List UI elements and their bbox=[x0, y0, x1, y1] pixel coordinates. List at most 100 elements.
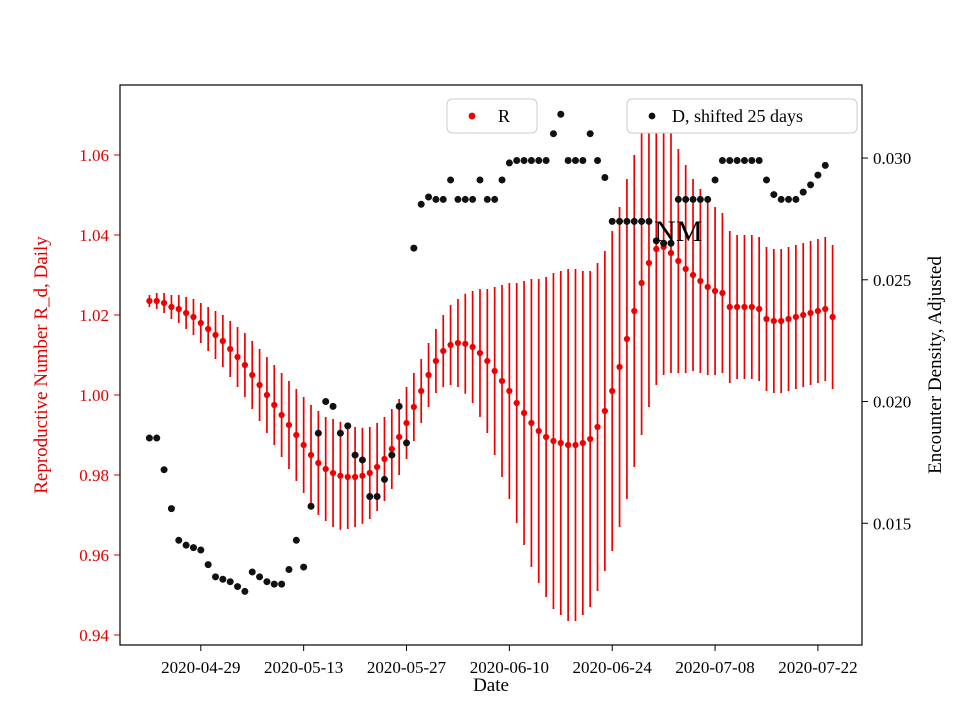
d-point bbox=[799, 188, 807, 196]
r-point bbox=[675, 257, 682, 265]
d-point bbox=[660, 239, 668, 247]
d-point bbox=[322, 398, 330, 406]
r-point bbox=[741, 303, 748, 311]
d-point bbox=[549, 130, 557, 138]
r-point bbox=[153, 297, 160, 305]
d-point bbox=[755, 156, 763, 164]
plot-border bbox=[119, 84, 863, 646]
r-point bbox=[719, 289, 726, 297]
r-point bbox=[418, 387, 425, 395]
d-point bbox=[461, 195, 469, 203]
r-point bbox=[550, 437, 557, 445]
r-point bbox=[351, 473, 359, 481]
d-point bbox=[821, 161, 829, 169]
r-point bbox=[146, 297, 153, 305]
d-point bbox=[366, 492, 374, 500]
r-point bbox=[212, 331, 219, 339]
right-y-tick-label: 0.030 bbox=[873, 149, 911, 168]
r-point bbox=[645, 259, 653, 267]
r-point bbox=[800, 311, 807, 319]
r-point bbox=[388, 445, 395, 453]
d-point bbox=[483, 195, 491, 203]
d-point bbox=[300, 563, 308, 571]
d-point bbox=[718, 156, 726, 164]
r-point bbox=[594, 423, 601, 431]
d-point bbox=[197, 546, 205, 554]
d-point bbox=[733, 156, 741, 164]
r-point bbox=[792, 313, 799, 321]
right-y-tick-label: 0.025 bbox=[873, 271, 911, 290]
d-point bbox=[586, 130, 594, 138]
r-point bbox=[682, 265, 689, 273]
r-point bbox=[241, 361, 248, 369]
legend-d-label: D, shifted 25 days bbox=[672, 106, 803, 126]
r-point bbox=[249, 371, 256, 379]
d-point bbox=[638, 217, 646, 225]
d-point bbox=[167, 505, 175, 513]
r-point bbox=[697, 277, 704, 285]
d-point bbox=[645, 217, 653, 225]
r-point bbox=[535, 427, 542, 435]
r-point bbox=[484, 357, 491, 365]
r-point bbox=[183, 309, 190, 317]
x-tick-label: 2020-07-22 bbox=[778, 658, 857, 677]
d-point bbox=[726, 156, 734, 164]
d-point bbox=[777, 195, 785, 203]
left-y-tick-label: 1.06 bbox=[79, 146, 109, 165]
d-point bbox=[395, 402, 403, 410]
d-point bbox=[432, 195, 440, 203]
d-point bbox=[535, 156, 543, 164]
r-point bbox=[528, 419, 535, 427]
x-tick-label: 2020-06-10 bbox=[470, 658, 549, 677]
r-point bbox=[374, 463, 381, 471]
r-point bbox=[322, 465, 329, 473]
r-point bbox=[667, 249, 675, 257]
r-point bbox=[579, 439, 586, 447]
d-point bbox=[263, 578, 271, 586]
legend-d: D, shifted 25 days bbox=[626, 98, 858, 134]
r-point bbox=[476, 349, 484, 357]
r-point bbox=[403, 419, 410, 427]
d-point bbox=[770, 191, 778, 199]
r-point bbox=[807, 309, 814, 317]
r-point bbox=[337, 472, 344, 479]
x-axis-label: Date bbox=[473, 675, 509, 696]
d-point bbox=[182, 541, 190, 549]
d-point bbox=[160, 466, 168, 474]
r-point bbox=[653, 245, 660, 253]
d-point bbox=[807, 181, 815, 189]
d-point bbox=[571, 156, 579, 164]
r-point bbox=[572, 441, 579, 449]
r-point bbox=[638, 279, 645, 287]
r-point bbox=[359, 472, 366, 479]
d-point bbox=[557, 110, 565, 118]
left-y-tick-label: 0.98 bbox=[79, 466, 109, 485]
d-point bbox=[447, 176, 455, 184]
r-point bbox=[344, 473, 351, 481]
d-point bbox=[711, 176, 719, 184]
x-tick-label: 2020-07-08 bbox=[675, 658, 754, 677]
r-point bbox=[587, 435, 594, 443]
left-y-axis-label: Reproductive Number R_d, Daily bbox=[31, 236, 52, 494]
r-point bbox=[785, 315, 792, 323]
right-y-tick-label: 0.020 bbox=[873, 393, 911, 412]
d-point bbox=[579, 156, 587, 164]
d-point bbox=[469, 195, 477, 203]
d-point bbox=[358, 456, 366, 464]
d-point bbox=[388, 451, 396, 459]
r-point bbox=[278, 411, 285, 419]
d-point bbox=[314, 429, 322, 437]
r-point bbox=[197, 319, 204, 327]
d-point bbox=[439, 195, 447, 203]
d-point bbox=[403, 439, 411, 447]
x-tick-label: 2020-06-24 bbox=[573, 658, 653, 677]
d-point bbox=[292, 536, 300, 544]
r-point bbox=[469, 343, 476, 351]
r-point bbox=[366, 469, 373, 477]
d-point bbox=[652, 237, 660, 245]
d-point bbox=[704, 195, 712, 203]
r-point bbox=[396, 433, 403, 441]
d-point bbox=[682, 195, 690, 203]
